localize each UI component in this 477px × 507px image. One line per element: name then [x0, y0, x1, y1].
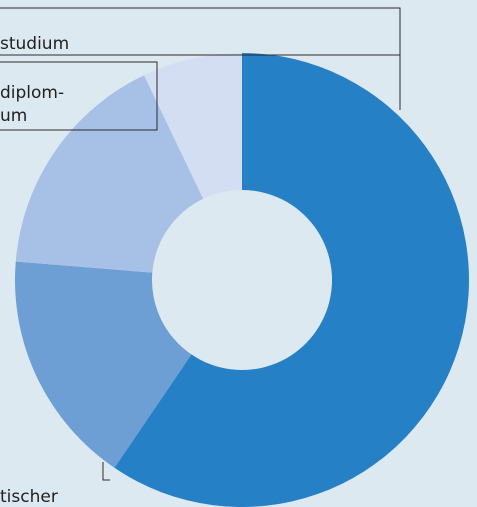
pie-slice-3	[15, 75, 204, 273]
slices-group	[15, 53, 470, 507]
label-diplom-line2: um	[0, 106, 28, 126]
label-diplom-line1: diplom-	[0, 83, 65, 103]
leader-line-praktischer	[102, 462, 110, 481]
label-studium: studium	[0, 34, 70, 54]
leader-line-diplom	[0, 61, 158, 131]
leader-line-studium	[0, 7, 401, 110]
pie-slice-1	[114, 53, 470, 507]
leader-lines-group	[0, 7, 401, 481]
label-praktischer: tischer	[0, 487, 58, 507]
pie-slice-4	[144, 53, 242, 199]
pie-slice-2	[15, 261, 192, 468]
